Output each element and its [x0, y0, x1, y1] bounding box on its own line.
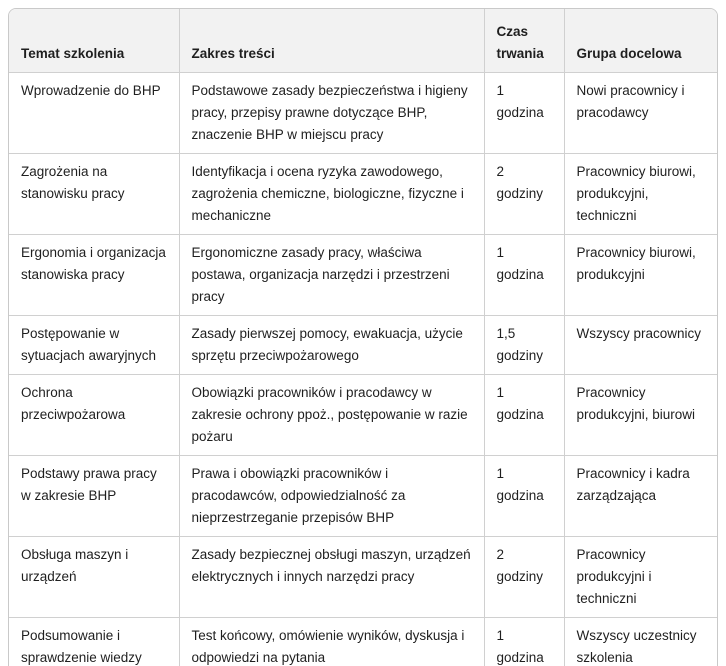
- column-header-topic: Temat szkolenia: [9, 9, 180, 73]
- cell-scope: Zasady bezpiecznej obsługi maszyn, urząd…: [178, 536, 485, 618]
- cell-scope: Ergonomiczne zasady pracy, właściwa post…: [178, 234, 485, 316]
- cell-topic: Podsumowanie i sprawdzenie wiedzy: [9, 617, 180, 666]
- table-row: Postępowanie w sytuacjach awaryjnych Zas…: [9, 315, 717, 375]
- cell-topic: Ergonomia i organizacja stanowiska pracy: [9, 234, 180, 316]
- cell-group: Pracownicy biurowi, produkcyjni: [563, 234, 717, 316]
- column-header-duration: Czas trwania: [483, 9, 565, 73]
- cell-scope: Zasady pierwszej pomocy, ewakuacja, użyc…: [178, 315, 485, 375]
- cell-topic: Podstawy prawa pracy w zakresie BHP: [9, 455, 180, 537]
- training-schedule-table-container: Temat szkolenia Zakres treści Czas trwan…: [8, 8, 718, 666]
- cell-group: Pracownicy produkcyjni i techniczni: [563, 536, 717, 618]
- cell-duration: 2 godziny: [483, 153, 565, 235]
- cell-duration: 1 godzina: [483, 234, 565, 316]
- column-header-scope: Zakres treści: [178, 9, 485, 73]
- cell-duration: 1 godzina: [483, 72, 565, 154]
- column-header-group: Grupa docelowa: [563, 9, 717, 73]
- cell-topic: Zagrożenia na stanowisku pracy: [9, 153, 180, 235]
- cell-scope: Obowiązki pracowników i pracodawcy w zak…: [178, 374, 485, 456]
- cell-group: Wszyscy pracownicy: [563, 315, 717, 375]
- cell-group: Wszyscy uczestnicy szkolenia: [563, 617, 717, 666]
- cell-group: Pracownicy produkcyjni, biurowi: [563, 374, 717, 456]
- cell-scope: Test końcowy, omówienie wyników, dyskusj…: [178, 617, 485, 666]
- table-row: Obsługa maszyn i urządzeń Zasady bezpiec…: [9, 536, 717, 618]
- cell-duration: 1 godzina: [483, 374, 565, 456]
- cell-group: Pracownicy i kadra zarządzająca: [563, 455, 717, 537]
- cell-group: Nowi pracownicy i pracodawcy: [563, 72, 717, 154]
- cell-duration: 2 godziny: [483, 536, 565, 618]
- table-row: Wprowadzenie do BHP Podstawowe zasady be…: [9, 72, 717, 154]
- table-row: Zagrożenia na stanowisku pracy Identyfik…: [9, 153, 717, 235]
- cell-duration: 1 godzina: [483, 617, 565, 666]
- cell-duration: 1 godzina: [483, 455, 565, 537]
- cell-scope: Prawa i obowiązki pracowników i pracodaw…: [178, 455, 485, 537]
- table-row: Ochrona przeciwpożarowa Obowiązki pracow…: [9, 374, 717, 456]
- table-row: Podstawy prawa pracy w zakresie BHP Praw…: [9, 455, 717, 537]
- cell-topic: Obsługa maszyn i urządzeń: [9, 536, 180, 618]
- cell-group: Pracownicy biurowi, produkcyjni, technic…: [563, 153, 717, 235]
- table-row: Ergonomia i organizacja stanowiska pracy…: [9, 234, 717, 316]
- table-row: Podsumowanie i sprawdzenie wiedzy Test k…: [9, 617, 717, 666]
- cell-topic: Wprowadzenie do BHP: [9, 72, 180, 154]
- cell-topic: Postępowanie w sytuacjach awaryjnych: [9, 315, 180, 375]
- cell-duration: 1,5 godziny: [483, 315, 565, 375]
- cell-topic: Ochrona przeciwpożarowa: [9, 374, 180, 456]
- training-schedule-table: Temat szkolenia Zakres treści Czas trwan…: [9, 9, 717, 666]
- cell-scope: Podstawowe zasady bezpieczeństwa i higie…: [178, 72, 485, 154]
- header-row: Temat szkolenia Zakres treści Czas trwan…: [9, 9, 717, 73]
- cell-scope: Identyfikacja i ocena ryzyka zawodowego,…: [178, 153, 485, 235]
